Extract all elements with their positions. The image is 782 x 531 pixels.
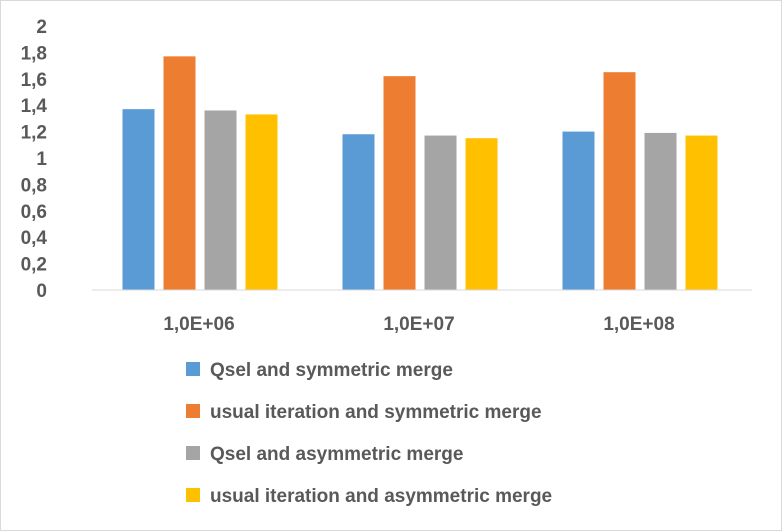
y-tick-label: 0 — [36, 281, 47, 302]
bar-2-2 — [383, 76, 416, 290]
y-axis: 0 0,2 0,4 0,6 0,8 1 1,2 1,4 1,6 1,8 2 — [21, 17, 48, 302]
y-tick-label: 0,6 — [21, 202, 47, 223]
bar-1-1 — [122, 109, 155, 290]
legend-label: usual iteration and asymmetric merge — [210, 486, 552, 507]
legend-label: usual iteration and symmetric merge — [210, 402, 542, 423]
y-tick-label: 0,2 — [21, 255, 47, 276]
legend-label: Qsel and asymmetric merge — [210, 444, 463, 465]
bar-2-3 — [603, 72, 636, 290]
y-tick-label: 1,2 — [21, 123, 47, 144]
y-tick-label: 1 — [36, 149, 47, 170]
y-tick-label: 0,4 — [21, 228, 48, 249]
bar-4-3 — [685, 135, 718, 290]
x-category-label: 1,0E+07 — [383, 314, 454, 335]
x-category-label: 1,0E+08 — [603, 314, 674, 335]
y-tick-label: 0,8 — [21, 175, 47, 196]
legend-swatch — [186, 488, 200, 502]
legend-swatch — [186, 362, 200, 376]
x-axis-labels: 1,0E+06 1,0E+07 1,0E+08 — [163, 314, 674, 335]
bar-3-1 — [204, 110, 237, 290]
bar-1-2 — [342, 134, 375, 290]
bar-3-3 — [644, 132, 677, 290]
bar-3-2 — [424, 135, 457, 290]
legend-swatch — [186, 404, 200, 418]
y-tick-label: 1,4 — [21, 96, 48, 117]
bar-1-3 — [562, 131, 595, 290]
x-category-label: 1,0E+06 — [163, 314, 234, 335]
bar-4-1 — [245, 114, 278, 290]
bar-2-1 — [163, 56, 196, 290]
y-tick-label: 1,8 — [21, 43, 47, 64]
bar-4-2 — [465, 138, 498, 290]
y-tick-label: 2 — [36, 17, 47, 38]
y-tick-label: 1,6 — [21, 70, 47, 91]
legend-label: Qsel and symmetric merge — [210, 360, 453, 381]
legend-swatch — [186, 446, 200, 460]
legend: Qsel and symmetric merge usual iteration … — [186, 360, 552, 507]
bars — [122, 56, 718, 290]
